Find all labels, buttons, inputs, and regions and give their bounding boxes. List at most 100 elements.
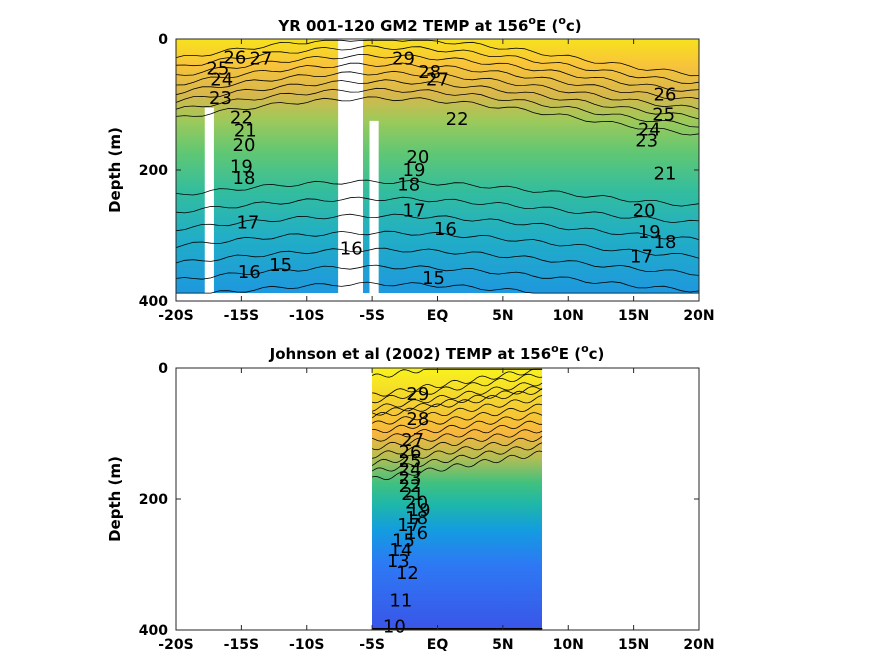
contour-label: 22 [399, 476, 422, 497]
contour-label: 20 [633, 201, 656, 222]
contour-line-23 [175, 87, 700, 128]
x-tick-label: 15N [618, 637, 649, 653]
contour-line-15 [176, 281, 699, 294]
contour-label: 19 [638, 222, 661, 243]
contour-label: 24 [210, 70, 233, 91]
contour-label: 18 [654, 232, 677, 253]
bottom-contour-lines [371, 368, 543, 630]
contour-label: 19 [230, 157, 253, 178]
contour-label: 17 [397, 515, 420, 536]
y-tick-label: 0 [158, 32, 168, 48]
x-tick-label: -10S [289, 308, 324, 324]
contour-label: 16 [434, 219, 457, 240]
y-tick-label: 200 [139, 492, 168, 508]
contour-line-18 [371, 435, 543, 466]
contour-line-22 [175, 96, 700, 136]
x-tick-label: EQ [427, 637, 449, 653]
contour-label: 22 [230, 108, 253, 129]
contour-label: 27 [426, 70, 449, 91]
contour-label: 17 [630, 246, 653, 267]
contour-line-20 [175, 196, 700, 224]
x-tick-label: -10S [289, 637, 324, 653]
contour-label: 29 [406, 384, 429, 405]
contour-label: 18 [405, 508, 428, 529]
contour-label: 26 [654, 85, 677, 106]
x-tick-label: 10N [553, 637, 584, 653]
contour-label: 20 [405, 492, 428, 513]
top-x-ticks: -20S -15S -10S -5S EQ 5N 10N 15N 20N [158, 39, 715, 324]
top-panel: YR 001-120 GM2 TEMP at 156oE (oc) 26 27 25… [106, 14, 715, 324]
bottom-chart-title: Johnson et al (2002) TEMP at 156oE (oc) [269, 342, 605, 363]
data-gap [204, 107, 214, 295]
contour-label: 21 [401, 484, 424, 505]
contour-label: 15 [269, 255, 292, 276]
contour-line-26 [372, 373, 543, 404]
x-tick-label: 5N [492, 637, 513, 653]
contour-label: 21 [234, 121, 257, 142]
contour-line-16 [372, 450, 543, 481]
bottom-temperature-field [372, 368, 542, 630]
contour-label: 28 [406, 409, 429, 430]
contour-label: 20 [406, 147, 429, 168]
contour-line-29 [371, 368, 543, 378]
contour-line-19 [175, 213, 700, 240]
contour-line-25 [371, 382, 543, 412]
top-y-ticks: 0 200 400 [139, 32, 699, 310]
contour-label: 22 [446, 109, 469, 130]
bottom-x-ticks: -20S -15S -10S -5S EQ 5N 10N 15N 20N [158, 368, 715, 653]
contour-line-22 [372, 403, 543, 434]
contour-label: 20 [233, 135, 256, 156]
contour-label: 16 [340, 239, 363, 260]
contour-line-25 [175, 70, 700, 110]
contour-label: 10 [383, 617, 406, 638]
contour-label: 27 [401, 430, 424, 451]
contour-line-16 [175, 264, 700, 293]
x-tick-label: -20S [158, 308, 193, 324]
contour-label: 11 [389, 591, 412, 612]
contour-label: 18 [233, 168, 256, 189]
x-tick-label: 20N [683, 308, 714, 324]
y-tick-label: 400 [139, 294, 168, 310]
bottom-y-axis-label: Depth (m) [106, 456, 124, 542]
contour-line-27 [175, 53, 700, 92]
x-tick-label: -5S [359, 308, 385, 324]
contour-line-23 [371, 395, 543, 425]
contour-label: 23 [635, 131, 658, 152]
contour-label: 25 [652, 104, 675, 125]
top-chart-title: YR 001-120 GM2 TEMP at 156oE (oc) [277, 14, 581, 35]
contour-label: 23 [209, 88, 232, 109]
contour-label: 26 [223, 47, 246, 68]
contour-label: 14 [389, 540, 412, 561]
contour-label: 26 [399, 442, 422, 463]
x-tick-label: -20S [158, 637, 193, 653]
x-tick-label: 5N [492, 308, 513, 324]
contour-line-20 [371, 420, 543, 451]
contour-label: 16 [238, 262, 261, 283]
contour-line-26 [175, 62, 700, 100]
x-tick-label: -15S [224, 308, 259, 324]
contour-label: 24 [638, 119, 661, 140]
contour-line-17 [371, 442, 543, 472]
contour-line-21 [371, 412, 543, 442]
data-gap [369, 120, 379, 295]
bottom-panel: Johnson et al (2002) TEMP at 156oE (oc) … [106, 342, 715, 653]
contour-label: 25 [399, 451, 422, 472]
x-tick-label: 15N [618, 308, 649, 324]
contour-label: 23 [399, 468, 422, 489]
contour-line-17 [175, 247, 700, 276]
contour-label: 15 [422, 268, 445, 289]
y-tick-label: 400 [139, 623, 168, 639]
x-tick-label: EQ [427, 308, 449, 324]
contour-label: 24 [399, 460, 422, 481]
top-y-axis-label: Depth (m) [106, 127, 124, 213]
contour-label: 12 [396, 563, 419, 584]
bottom-y-ticks: 0 200 400 [139, 361, 699, 639]
contour-label: 29 [392, 49, 415, 70]
x-tick-label: 20N [683, 637, 714, 653]
contour-label: 16 [405, 523, 428, 544]
contour-line-28 [175, 45, 700, 84]
contour-label: 28 [418, 62, 441, 83]
contour-line-21 [175, 179, 700, 207]
